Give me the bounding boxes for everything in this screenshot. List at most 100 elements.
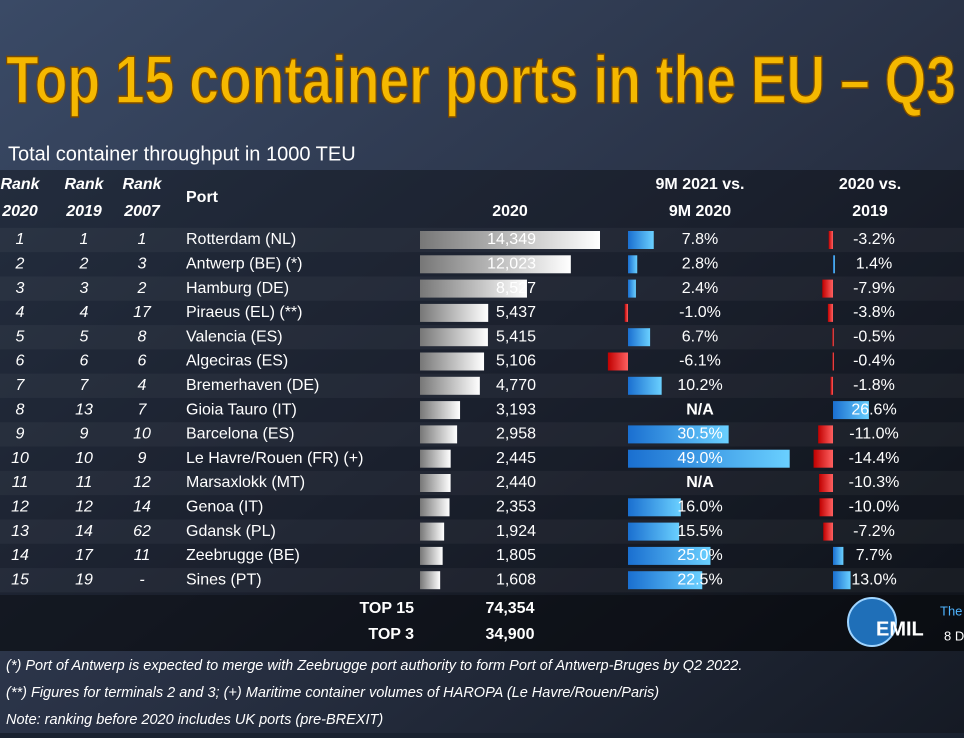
rank-2020: 7 bbox=[16, 377, 26, 394]
growth-2020-bar bbox=[820, 498, 834, 516]
rank-2007: 14 bbox=[133, 499, 151, 516]
growth-2020-value: -10.0% bbox=[849, 499, 900, 516]
growth-2021-bar bbox=[628, 280, 636, 298]
totals-panel bbox=[0, 595, 964, 651]
rank-2019: 12 bbox=[75, 499, 93, 516]
teu-bar bbox=[420, 498, 450, 516]
footnote: Note: ranking before 2020 includes UK po… bbox=[6, 712, 383, 728]
port-name: Barcelona (ES) bbox=[186, 426, 295, 443]
growth-2021-bar bbox=[628, 498, 681, 516]
port-name: Valencia (ES) bbox=[186, 328, 283, 345]
port-name: Marsaxlokk (MT) bbox=[186, 474, 305, 491]
teu-value: 12,023 bbox=[487, 256, 536, 273]
rank-2019: 19 bbox=[75, 571, 93, 588]
rank-2007: 17 bbox=[133, 304, 152, 321]
teu-value: 4,770 bbox=[496, 377, 536, 394]
growth-2021-value: 6.7% bbox=[682, 328, 718, 345]
teu-value: 2,445 bbox=[496, 450, 536, 467]
total-label: TOP 3 bbox=[368, 626, 414, 643]
port-name: Gdansk (PL) bbox=[186, 523, 276, 540]
rank-2007: 4 bbox=[138, 377, 147, 394]
column-header: 9M 2021 vs. bbox=[656, 176, 745, 193]
rank-2007: 3 bbox=[138, 256, 147, 273]
column-header: 9M 2020 bbox=[669, 203, 731, 220]
column-header: 2007 bbox=[123, 203, 161, 220]
teu-value: 2,440 bbox=[496, 474, 536, 491]
growth-2020-value: -0.4% bbox=[853, 353, 895, 370]
teu-bar bbox=[420, 571, 440, 589]
rank-2007: 6 bbox=[138, 353, 147, 370]
growth-2020-bar bbox=[819, 474, 833, 492]
column-header: Rank bbox=[64, 176, 104, 193]
growth-2020-value: -7.2% bbox=[853, 523, 895, 540]
growth-2020-bar bbox=[833, 571, 851, 589]
growth-2021-bar bbox=[625, 304, 628, 322]
page: {"header": {"title": "Top 15 container p… bbox=[0, 0, 964, 733]
rank-2019: 3 bbox=[80, 280, 89, 297]
footnote: (*) Port of Antwerp is expected to merge… bbox=[6, 658, 742, 674]
rank-2019: 13 bbox=[75, 401, 93, 418]
port-name: Piraeus (EL) (**) bbox=[186, 304, 302, 321]
growth-2020-value: -10.3% bbox=[849, 474, 900, 491]
footnote: (**) Figures for terminals 2 and 3; (+) … bbox=[6, 685, 659, 701]
teu-value: 2,958 bbox=[496, 426, 536, 443]
growth-2021-value: 25.0% bbox=[677, 547, 722, 564]
teu-value: 5,415 bbox=[496, 328, 536, 345]
rank-2007: 10 bbox=[133, 426, 151, 443]
rank-2020: 15 bbox=[11, 571, 29, 588]
rank-2019: 5 bbox=[80, 328, 89, 345]
teu-bar bbox=[420, 353, 484, 371]
growth-2021-value: 15.5% bbox=[677, 523, 722, 540]
teu-bar bbox=[420, 474, 451, 492]
growth-2021-value: 7.8% bbox=[682, 231, 718, 248]
teu-bar bbox=[420, 377, 480, 395]
growth-2020-value: -0.5% bbox=[853, 328, 895, 345]
rank-2019: 1 bbox=[80, 231, 89, 248]
column-header: 2019 bbox=[65, 203, 102, 220]
rank-2019: 17 bbox=[75, 547, 94, 564]
teu-bar bbox=[420, 547, 443, 565]
rank-2019: 11 bbox=[76, 474, 93, 491]
rank-2020: 1 bbox=[16, 231, 25, 248]
teu-value: 3,193 bbox=[496, 401, 536, 418]
growth-2021-bar bbox=[628, 377, 662, 395]
rank-2007: 9 bbox=[138, 450, 147, 467]
growth-2021-bar bbox=[628, 523, 679, 541]
growth-2021-value: 22.5% bbox=[677, 571, 722, 588]
infographic: Top 15 container ports in the EU – Q3 To… bbox=[0, 0, 964, 733]
growth-2020-bar bbox=[814, 450, 833, 468]
rank-2020: 10 bbox=[11, 450, 29, 467]
rank-2020: 14 bbox=[11, 547, 29, 564]
growth-2020-value: -7.9% bbox=[853, 280, 895, 297]
rank-2020: 12 bbox=[11, 499, 29, 516]
growth-2020-bar bbox=[823, 523, 833, 541]
growth-2020-bar bbox=[832, 353, 834, 371]
growth-2021-bar bbox=[608, 353, 628, 371]
column-header: 2020 bbox=[1, 203, 38, 220]
rank-2019: 7 bbox=[80, 377, 90, 394]
rank-2019: 2 bbox=[79, 256, 89, 273]
teu-bar bbox=[420, 328, 488, 346]
rank-2020: 3 bbox=[16, 280, 25, 297]
teu-bar bbox=[420, 450, 451, 468]
port-name: Hamburg (DE) bbox=[186, 280, 289, 297]
growth-2020-bar bbox=[829, 231, 833, 249]
growth-2021-value: 49.0% bbox=[677, 450, 722, 467]
teu-bar bbox=[420, 401, 460, 419]
teu-value: 5,106 bbox=[496, 353, 536, 370]
growth-2020-bar bbox=[828, 304, 833, 322]
column-header: 2020 vs. bbox=[839, 176, 901, 193]
growth-2021-bar bbox=[628, 328, 650, 346]
rank-2020: 9 bbox=[16, 426, 25, 443]
teu-value: 2,353 bbox=[496, 499, 536, 516]
port-name: Antwerp (BE) (*) bbox=[186, 256, 302, 273]
teu-bar bbox=[420, 523, 444, 541]
column-header: Rank bbox=[122, 176, 162, 193]
rank-2007: 12 bbox=[133, 474, 151, 491]
growth-2020-value: 1.4% bbox=[856, 256, 892, 273]
growth-2021-bar bbox=[628, 255, 637, 273]
growth-2020-bar bbox=[818, 425, 833, 443]
rank-2019: 9 bbox=[80, 426, 89, 443]
rank-2007: 11 bbox=[134, 547, 151, 564]
port-name: Rotterdam (NL) bbox=[186, 231, 296, 248]
